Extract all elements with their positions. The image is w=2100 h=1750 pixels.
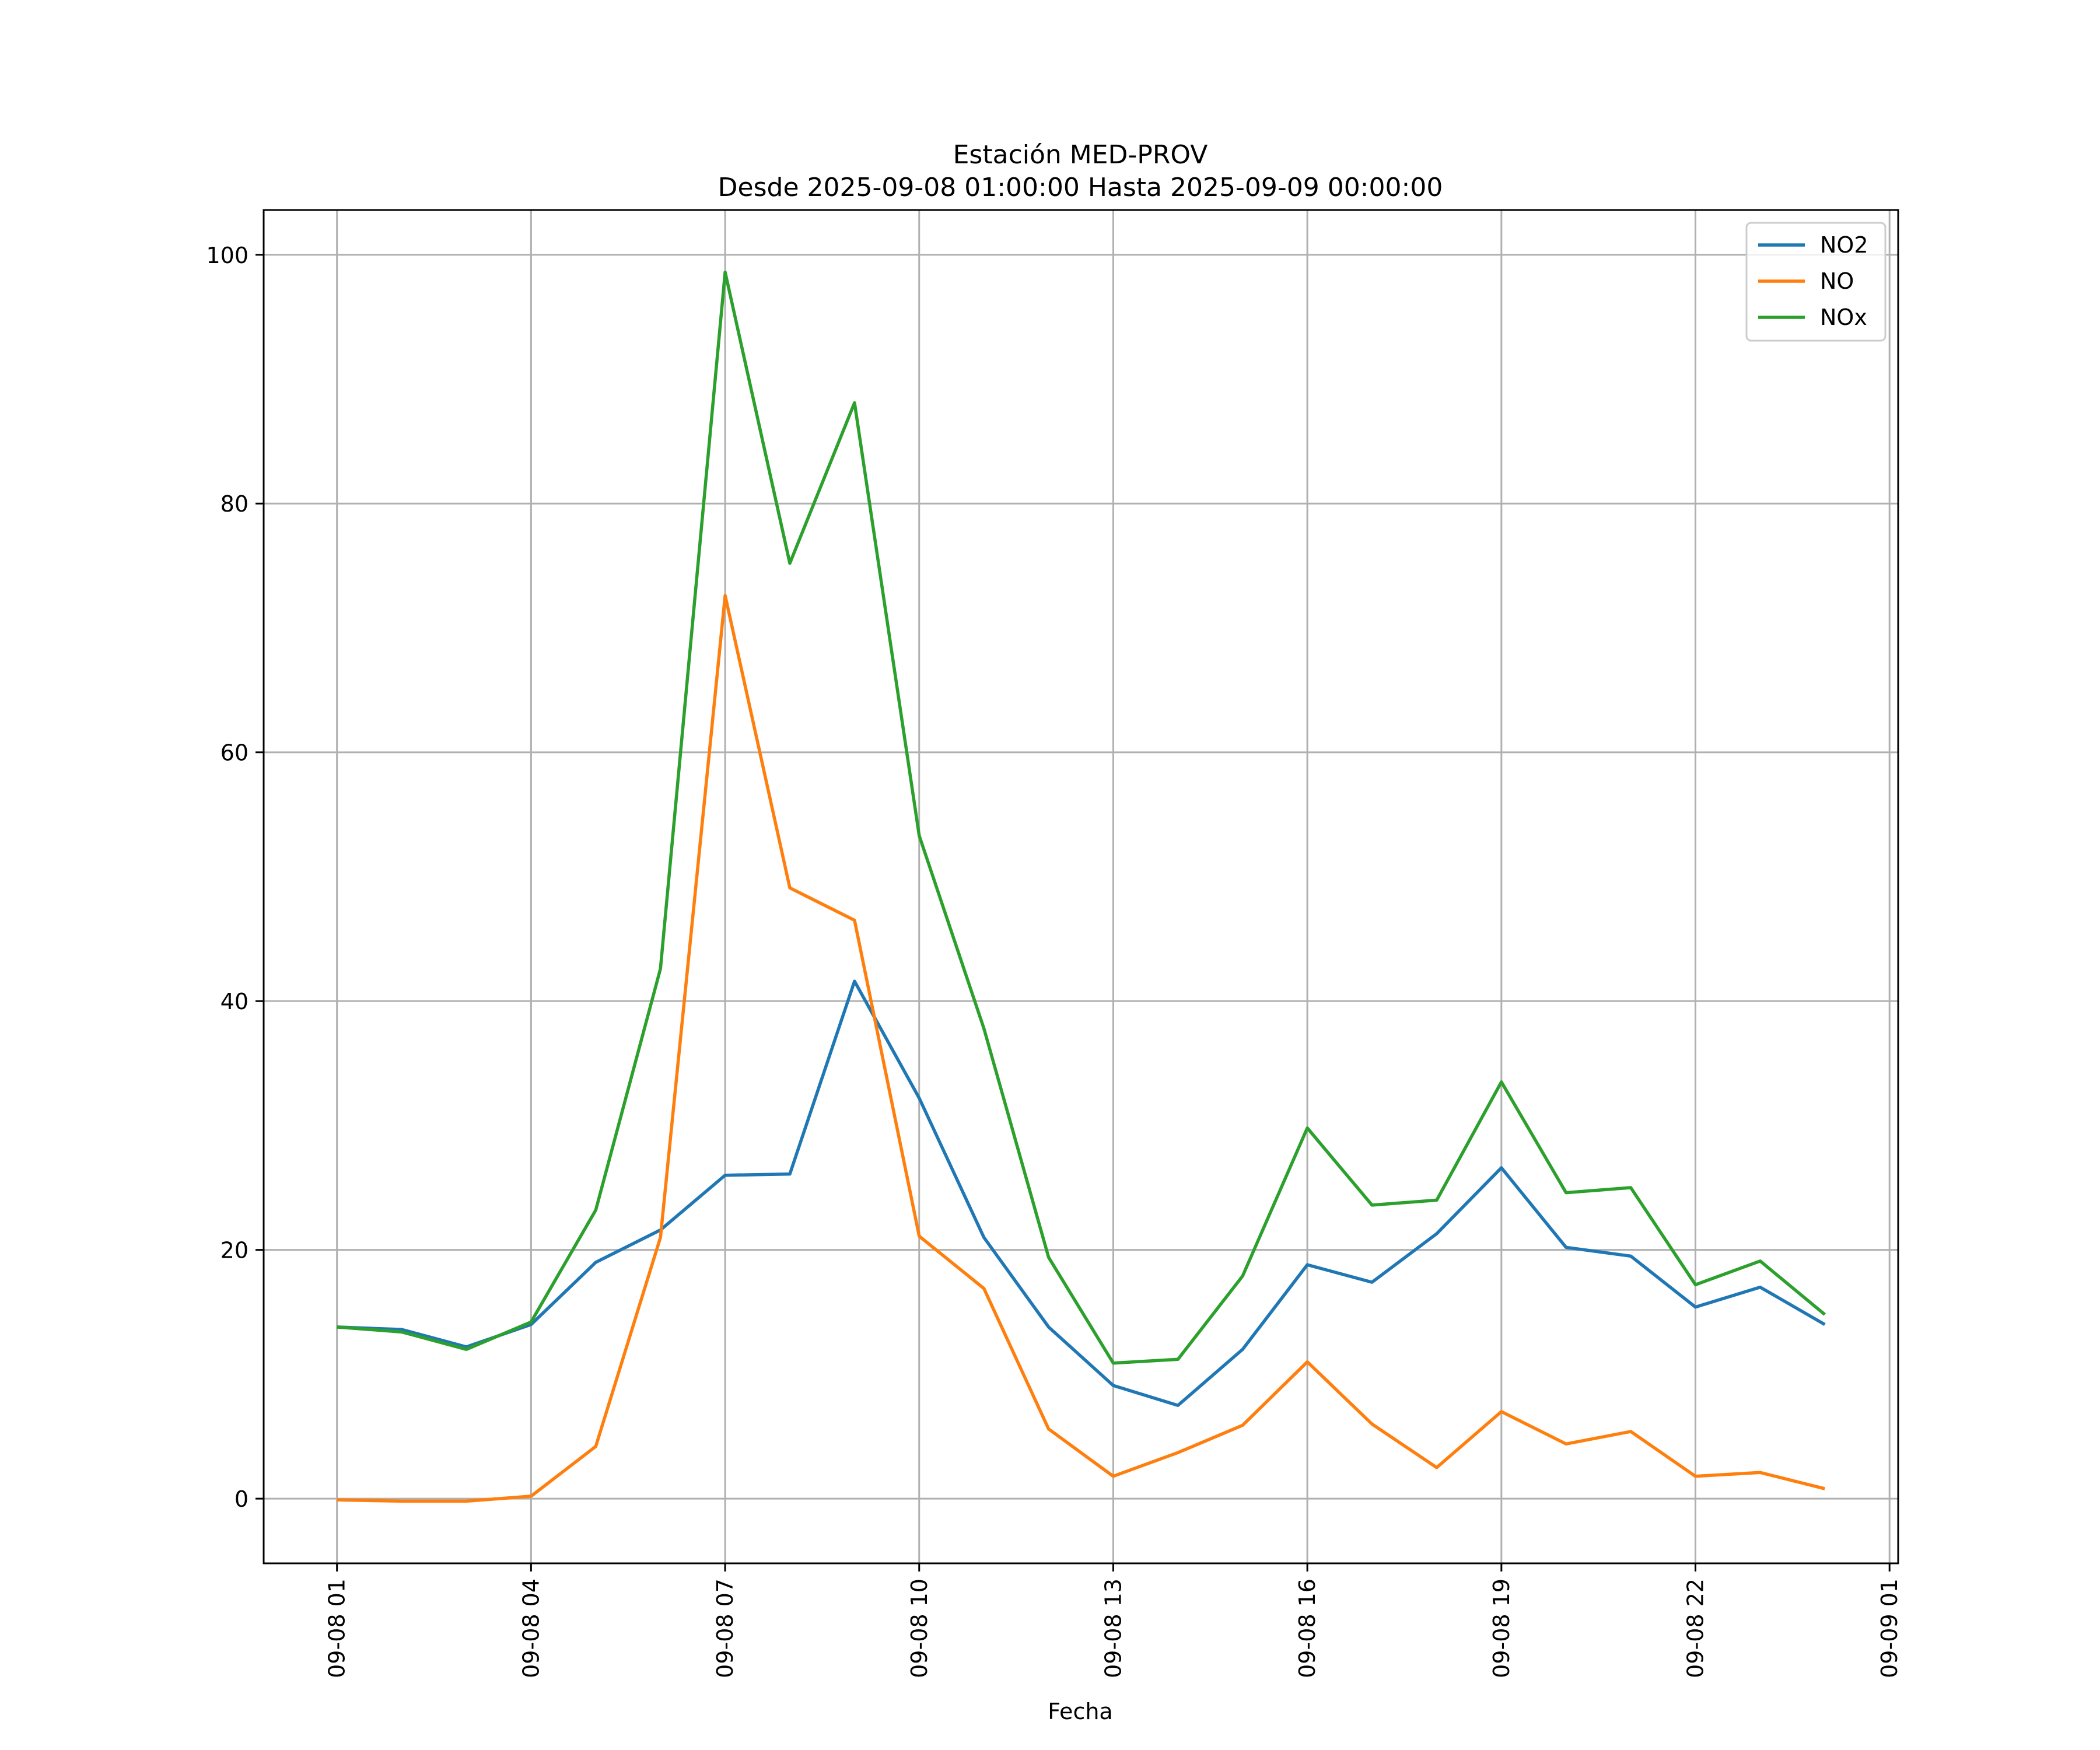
series-line-nox: [337, 270, 1826, 1365]
chart-subtitle: Desde 2025-09-08 01:00:00 Hasta 2025-09-…: [718, 173, 1443, 202]
chart-title: Estación MED-PROV: [953, 140, 1208, 170]
x-tick-label: 09-08 01: [324, 1578, 350, 1678]
y-tick-label: 20: [220, 1238, 249, 1264]
x-tick-label: 09-08 07: [712, 1578, 738, 1678]
x-tick-label: 09-09 01: [1877, 1578, 1902, 1678]
y-tick-label: 0: [235, 1486, 249, 1512]
x-tick-label: 09-08 22: [1683, 1578, 1709, 1678]
x-axis-label: Fecha: [1048, 1699, 1112, 1724]
x-tick-label: 09-08 19: [1489, 1578, 1514, 1678]
y-tick-label: 40: [220, 989, 249, 1014]
x-tick-label: 09-08 13: [1100, 1578, 1126, 1678]
legend-box: [1745, 222, 1887, 342]
x-tick-label: 09-08 04: [518, 1578, 544, 1678]
x-tick-label: 09-08 16: [1294, 1578, 1320, 1678]
y-axis-ticks: 0 20 40 60 80 100: [206, 243, 264, 1512]
series-line-no: [337, 594, 1825, 1503]
x-tick-label: 09-08 10: [907, 1578, 932, 1678]
series-line-no2: [337, 979, 1826, 1407]
legend: NO2 NO NOx: [1745, 222, 1887, 342]
legend-label-no: NO: [1820, 268, 1854, 294]
y-tick-label: 60: [220, 740, 249, 766]
y-tick-label: 80: [220, 491, 249, 517]
plot-series: [337, 270, 1826, 1503]
grid-lines: [264, 210, 1898, 1563]
x-axis-ticks: 09-08 01 09-08 04 09-08 07 09-08 10 09-08 13…: [324, 1563, 1902, 1678]
legend-label-no2: NO2: [1820, 232, 1868, 258]
y-tick-label: 100: [206, 243, 249, 268]
plot-frame: [262, 209, 1899, 1564]
legend-label-nox: NOx: [1820, 304, 1867, 330]
